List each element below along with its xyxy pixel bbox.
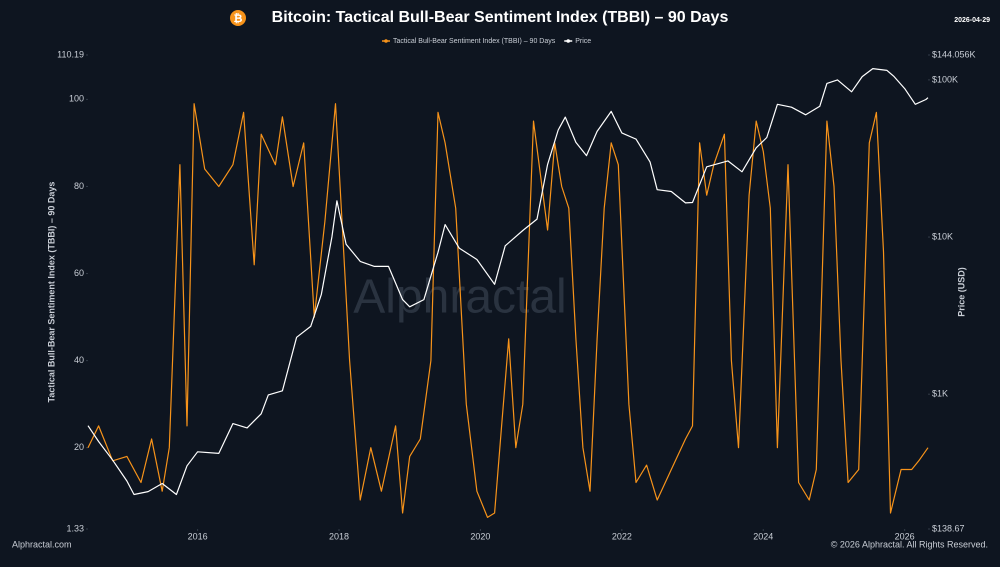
x-tick-label: 2020 — [470, 531, 490, 541]
x-tick-label: 2016 — [188, 531, 208, 541]
y2-axis-label: Price (USD) — [956, 267, 966, 317]
copyright: © 2026 Alphractal. All Rights Reserved. — [831, 539, 988, 549]
y-tick-label: 40 — [74, 355, 84, 365]
source: Alphractal.com — [12, 539, 72, 549]
legend-dot — [384, 39, 388, 43]
y2-tick-label: $1K — [932, 389, 948, 399]
series-line — [87, 68, 929, 496]
bitcoin-icon — [230, 10, 246, 26]
y2-tick-label: $138.67 — [932, 523, 965, 533]
x-tick-label: 2018 — [329, 531, 349, 541]
y2-tick-label: $10K — [932, 231, 953, 241]
y2-tick-label: $144.056K — [932, 49, 976, 59]
legend-label: Tactical Bull-Bear Sentiment Index (TBBI… — [393, 38, 556, 45]
y-axis-label: Tactical Bull-Bear Sentiment Index (TBBI… — [46, 182, 56, 403]
y-tick-label: 60 — [74, 268, 84, 278]
y-tick-label: 80 — [74, 181, 84, 191]
x-tick-label: 2022 — [612, 531, 632, 541]
legend-dot — [566, 39, 571, 43]
legend-label: Price — [575, 38, 591, 45]
x-tick-label: 2026 — [895, 531, 915, 541]
y2-tick-label: $100K — [932, 74, 958, 84]
chart-title: Bitcoin: Tactical Bull-Bear Sentiment In… — [272, 9, 729, 26]
y-tick-label: 110.19 — [57, 49, 84, 59]
y-tick-label: 1.33 — [66, 523, 84, 533]
x-tick-label: 2024 — [753, 531, 773, 541]
y-tick-label: 100 — [69, 94, 84, 104]
series-line — [87, 103, 929, 518]
y-tick-label: 20 — [74, 442, 84, 452]
bitcoin-icon-glyph: ₿ — [234, 13, 243, 25]
date: 2026-04-29 — [954, 17, 990, 24]
